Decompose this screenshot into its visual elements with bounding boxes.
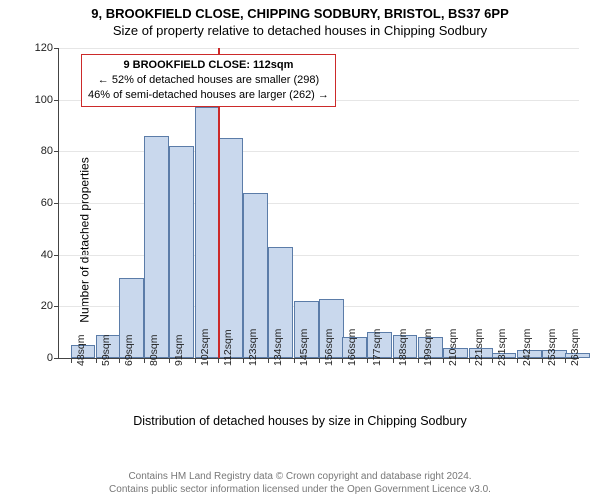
x-tick-label: 80sqm bbox=[148, 334, 160, 366]
info-box-line2: ← 52% of detached houses are smaller (29… bbox=[88, 73, 329, 88]
x-tick-label: 102sqm bbox=[199, 329, 211, 366]
x-tick bbox=[492, 358, 493, 363]
x-tick bbox=[71, 358, 72, 363]
y-tick-label: 120 bbox=[35, 42, 59, 54]
x-tick-label: 253sqm bbox=[546, 329, 558, 366]
x-tick-label: 134sqm bbox=[272, 329, 284, 366]
footer-line1: Contains HM Land Registry data © Crown c… bbox=[0, 471, 600, 484]
x-tick-label: 231sqm bbox=[496, 329, 508, 366]
x-tick bbox=[319, 358, 320, 363]
x-tick-label: 263sqm bbox=[569, 329, 581, 366]
x-tick bbox=[294, 358, 295, 363]
x-tick bbox=[218, 358, 219, 363]
histogram-bar bbox=[144, 136, 169, 358]
x-tick bbox=[565, 358, 566, 363]
plot-area: 02040608010012048sqm59sqm69sqm80sqm91sqm… bbox=[58, 48, 579, 359]
gridline bbox=[59, 48, 579, 49]
x-tick-label: 177sqm bbox=[371, 329, 383, 366]
x-tick bbox=[195, 358, 196, 363]
x-tick-label: 145sqm bbox=[298, 329, 310, 366]
info-box-line3: 46% of semi-detached houses are larger (… bbox=[88, 88, 329, 103]
x-tick-label: 112sqm bbox=[222, 329, 234, 366]
x-tick bbox=[367, 358, 368, 363]
x-tick-label: 59sqm bbox=[100, 334, 112, 366]
page-title-line2: Size of property relative to detached ho… bbox=[0, 21, 600, 40]
x-tick-label: 242sqm bbox=[521, 329, 533, 366]
info-box: 9 BROOKFIELD CLOSE: 112sqm ← 52% of deta… bbox=[81, 54, 336, 107]
info-box-line1: 9 BROOKFIELD CLOSE: 112sqm bbox=[88, 58, 329, 73]
x-tick-label: 199sqm bbox=[422, 329, 434, 366]
x-axis-label: Distribution of detached houses by size … bbox=[0, 414, 600, 428]
y-tick-label: 40 bbox=[41, 249, 59, 261]
x-tick bbox=[342, 358, 343, 363]
x-tick-label: 188sqm bbox=[397, 329, 409, 366]
x-tick bbox=[144, 358, 145, 363]
x-tick bbox=[517, 358, 518, 363]
gridline bbox=[59, 203, 579, 204]
x-tick-label: 91sqm bbox=[173, 334, 185, 366]
histogram-bar bbox=[195, 107, 220, 358]
page-title-line1: 9, BROOKFIELD CLOSE, CHIPPING SODBURY, B… bbox=[0, 0, 600, 21]
x-tick bbox=[469, 358, 470, 363]
x-tick bbox=[268, 358, 269, 363]
histogram-bar bbox=[218, 138, 243, 358]
x-tick bbox=[418, 358, 419, 363]
x-tick bbox=[96, 358, 97, 363]
x-tick bbox=[443, 358, 444, 363]
x-tick-label: 48sqm bbox=[75, 334, 87, 366]
x-tick-label: 156sqm bbox=[323, 329, 335, 366]
x-tick bbox=[542, 358, 543, 363]
footer-line2: Contains public sector information licen… bbox=[0, 484, 600, 497]
gridline bbox=[59, 255, 579, 256]
x-tick-label: 166sqm bbox=[346, 329, 358, 366]
y-tick-label: 100 bbox=[35, 94, 59, 106]
x-tick bbox=[393, 358, 394, 363]
x-tick bbox=[169, 358, 170, 363]
gridline bbox=[59, 151, 579, 152]
x-tick-label: 69sqm bbox=[123, 334, 135, 366]
x-tick bbox=[243, 358, 244, 363]
x-tick-label: 210sqm bbox=[447, 329, 459, 366]
y-tick-label: 60 bbox=[41, 197, 59, 209]
y-tick-label: 80 bbox=[41, 145, 59, 157]
y-tick-label: 0 bbox=[47, 352, 59, 364]
x-tick-label: 221sqm bbox=[473, 329, 485, 366]
chart-container: Number of detached properties 0204060801… bbox=[0, 40, 600, 440]
x-tick-label: 123sqm bbox=[247, 329, 259, 366]
histogram-bar bbox=[169, 146, 194, 358]
footer: Contains HM Land Registry data © Crown c… bbox=[0, 471, 600, 496]
y-tick-label: 20 bbox=[41, 300, 59, 312]
x-tick bbox=[119, 358, 120, 363]
